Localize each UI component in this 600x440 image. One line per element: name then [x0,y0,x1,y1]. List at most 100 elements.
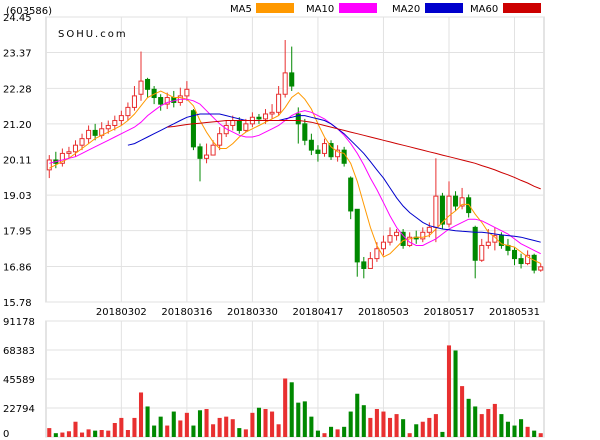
candle-body [295,113,301,125]
candle-body [420,231,426,240]
candle-body [439,195,445,225]
candle-body [387,235,393,243]
volume-bar [263,409,268,437]
legend-label-ma10: MA10 [306,4,334,15]
candle-body [92,129,98,136]
price-tick-label: 22.28 [3,84,32,95]
date-tick-label: 20180330 [227,307,278,318]
legend-swatch-ma60 [503,3,541,13]
volume-bar [374,409,379,437]
candle-body [138,80,144,95]
volume-bar [532,430,537,437]
volume-bar [453,350,458,437]
candle-body [86,129,92,140]
volume-bar [505,421,510,437]
volume-bar [486,409,491,437]
price-axis-labels: 24.45 23.37 22.28 21.20 20.11 19.03 17.95 16.86… [3,13,32,309]
volume-bar [211,424,216,437]
volume-bar [99,430,104,437]
volume-bar [119,417,124,437]
volume-bar [178,420,183,437]
volume-bar [387,417,393,437]
candle-body [131,95,137,108]
date-tick-label: 20180531 [489,307,540,318]
candle-body [243,123,249,131]
candle-body [125,106,131,117]
volume-bar [243,429,248,437]
volume-bar [125,430,130,437]
moving-averages [49,90,541,264]
ma-line-ma20 [127,113,541,243]
date-axis-labels: 20180302 20180316 20180330 20180417 20180503… [96,307,540,318]
candle-body [538,266,544,271]
volume-bar [420,421,425,437]
candle-body [498,235,504,246]
volume-bar [256,407,261,437]
candle-body [374,248,380,260]
candle-body [308,139,314,151]
candle-body [472,226,478,261]
candle-body [321,143,328,154]
candle-body [348,177,354,212]
volume-bar [499,414,504,437]
price-tick-label: 15.78 [3,298,32,309]
volume-bar [112,423,117,437]
ma-line-ma5 [49,90,541,264]
candle-body [210,144,216,156]
volume-bar [433,414,438,437]
candle-body [354,208,360,263]
volume-bar [446,345,452,437]
volume-bar [171,411,176,437]
volume-bar [427,417,432,437]
volume-bar [512,425,517,437]
ma-line-ma60 [167,120,541,190]
volume-bar [197,410,203,437]
stock-code: (603586) [6,6,52,17]
volume-axis-labels: 91178 68383 45589 22794 0 [3,317,35,440]
volume-bar [440,431,445,437]
candle-body [485,241,491,246]
volume-bar [283,378,288,437]
candle-body [328,143,334,158]
volume-bar [270,411,275,437]
candle-body [262,113,269,120]
volume-bar [53,433,58,437]
volume-bar [322,433,327,437]
candle-body [46,159,52,171]
candle-body [282,72,288,95]
candle-body [394,231,400,237]
candle-body [164,97,170,105]
volume-bar [73,421,78,437]
volume-bar [538,433,543,437]
candle-body [204,154,210,159]
candlesticks [46,40,544,279]
volume-bar [158,416,163,437]
candle-body [145,78,151,90]
volume-bar [80,432,85,437]
volume-bar [289,382,294,437]
volume-bar [361,405,366,437]
volume-bar [302,401,307,437]
volume-bar [414,424,419,437]
candle-body [289,72,295,87]
volume-bar [237,428,242,437]
candle-body [59,152,65,164]
price-tick-label: 17.95 [3,227,32,238]
volume-bar [165,425,170,437]
volume-bar [152,425,157,437]
candle-body [190,110,196,148]
candle-body [453,195,459,207]
candle-body [158,97,164,105]
legend-label-ma60: MA60 [470,4,498,15]
legend-swatch-ma20 [425,3,463,13]
candle-body [446,195,452,225]
date-tick-label: 20180302 [96,307,147,318]
legend: MA5 MA10 MA20 MA60 [230,3,541,15]
candle-body [269,111,275,115]
volume-tick-label: 45589 [3,375,35,386]
volume-bar [342,426,347,437]
price-tick-label: 20.11 [3,156,32,167]
volume-bar [66,431,71,437]
candle-body [256,116,262,120]
